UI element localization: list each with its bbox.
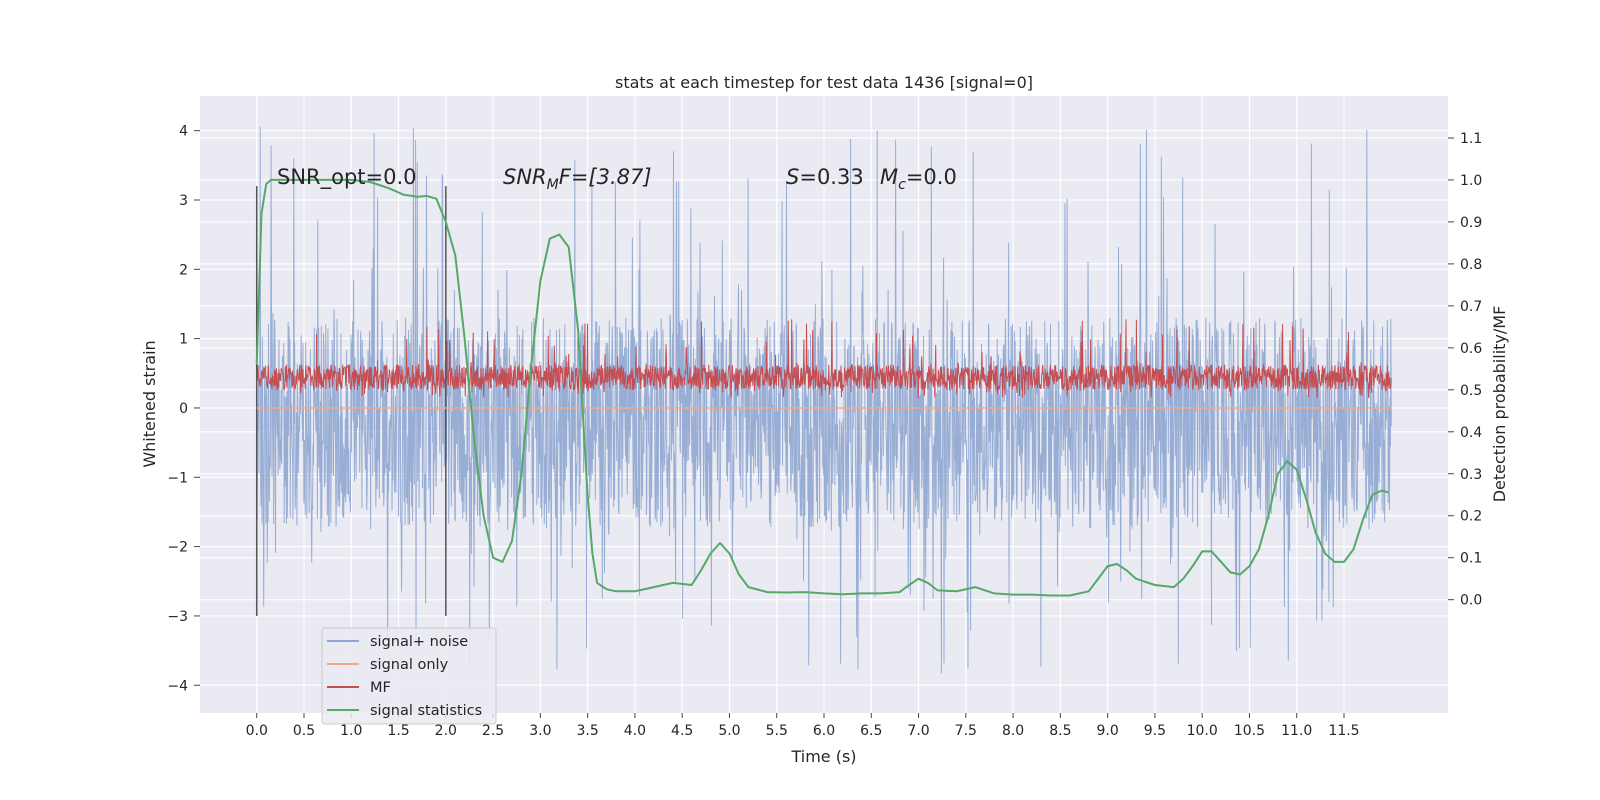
y-tick-label: 1 (179, 332, 188, 348)
s-symbol: S (786, 165, 799, 189)
y-tick-label: 2 (179, 262, 188, 278)
mc-symbol: M (880, 165, 898, 189)
x-tick-label: 4.0 (624, 723, 646, 739)
x-axis-title: Time (s) (790, 747, 856, 766)
x-tick-label: 1.0 (340, 723, 362, 739)
x-tick-label: 5.5 (766, 723, 788, 739)
snr-opt-annotation: SNR_opt=0.0 (277, 165, 417, 190)
x-tick-label: 7.0 (907, 723, 929, 739)
y2-tick-label: 1.0 (1460, 173, 1482, 189)
y-tick-label: 3 (179, 193, 188, 209)
y-axis-title: Whitened strain (140, 340, 159, 467)
y-tick-label: 4 (179, 124, 188, 140)
y2-tick-label: 0.2 (1460, 509, 1482, 525)
snr-mf-annotation: SNRMF=[3.87] (503, 165, 652, 193)
s-value: =0.33 (799, 165, 863, 189)
mc-annotation: Mc=0.0 (880, 165, 957, 193)
x-tick-label: 5.0 (718, 723, 740, 739)
snr-mf-symbol: SNR (503, 165, 547, 189)
y2-tick-label: 0.7 (1460, 299, 1482, 315)
legend-label-signal-statistics: signal statistics (370, 703, 482, 719)
x-tick-label: 9.5 (1144, 723, 1166, 739)
x-tick-label: 6.5 (860, 723, 882, 739)
vertical-markers (255, 186, 447, 616)
legend-label-signal-only: signal only (370, 657, 449, 673)
legend-box (321, 627, 497, 725)
y-tick-label: −2 (167, 540, 188, 556)
snr-mf-value: F=[3.87] (559, 165, 652, 189)
mc-value: =0.0 (906, 165, 957, 189)
y2-axis-title: Detection probability/MF (1490, 306, 1509, 503)
y2-tick-label: 0.0 (1460, 593, 1482, 609)
x-tick-label: 6.0 (813, 723, 835, 739)
signal-statistics-series (255, 178, 1389, 597)
x-tick-label: 1.5 (387, 723, 409, 739)
x-tick-label: 0.5 (293, 723, 315, 739)
x-tick-label: 10.0 (1187, 723, 1218, 739)
legend-label-mf: MF (370, 680, 391, 696)
y2-tick-label: 0.9 (1460, 215, 1482, 231)
y2-tick-label: 0.1 (1460, 551, 1482, 567)
x-tick-label: 2.0 (435, 723, 457, 739)
y-tick-label: −1 (167, 470, 188, 486)
legend-label-signal-noise: signal+ noise (370, 634, 468, 650)
x-tick-label: 3.5 (577, 723, 599, 739)
snr-mf-subscript: M (547, 177, 559, 193)
x-tick-label: 11.5 (1328, 723, 1359, 739)
y2-tick-label: 0.3 (1460, 467, 1482, 483)
chart-title: stats at each timestep for test data 143… (615, 73, 1033, 92)
x-tick-label: 8.5 (1049, 723, 1071, 739)
mc-subscript: c (898, 177, 906, 193)
x-tick-label: 2.5 (482, 723, 504, 739)
y-tick-label: 0 (179, 401, 188, 417)
x-tick-label: 10.5 (1234, 723, 1265, 739)
y-tick-label: −4 (167, 678, 188, 694)
y2-tick-label: 0.6 (1460, 341, 1482, 357)
x-tick-label: 0.0 (246, 723, 268, 739)
y2-tick-label: 0.4 (1460, 425, 1482, 441)
s-annotation: S=0.33 (786, 165, 864, 189)
signal-statistics-line (255, 178, 1389, 597)
x-tick-label: 3.0 (529, 723, 551, 739)
x-tick-label: 9.0 (1097, 723, 1119, 739)
legend: signal+ noise signal only MF signal stat… (321, 627, 497, 725)
x-tick-label: 7.5 (955, 723, 977, 739)
y2-tick-label: 0.8 (1460, 257, 1482, 273)
x-tick-label: 4.5 (671, 723, 693, 739)
y-tick-label: −3 (167, 609, 188, 625)
axis-ticks: 0.0 0.5 1.0 1.5 2.0 2.5 3.0 3.5 4.0 4.5 5.0 5.5 6.0 6… (167, 124, 1482, 739)
y2-tick-label: 0.5 (1460, 383, 1482, 399)
x-tick-label: 8.0 (1002, 723, 1024, 739)
x-tick-label: 11.0 (1281, 723, 1312, 739)
y2-tick-label: 1.1 (1460, 131, 1482, 147)
